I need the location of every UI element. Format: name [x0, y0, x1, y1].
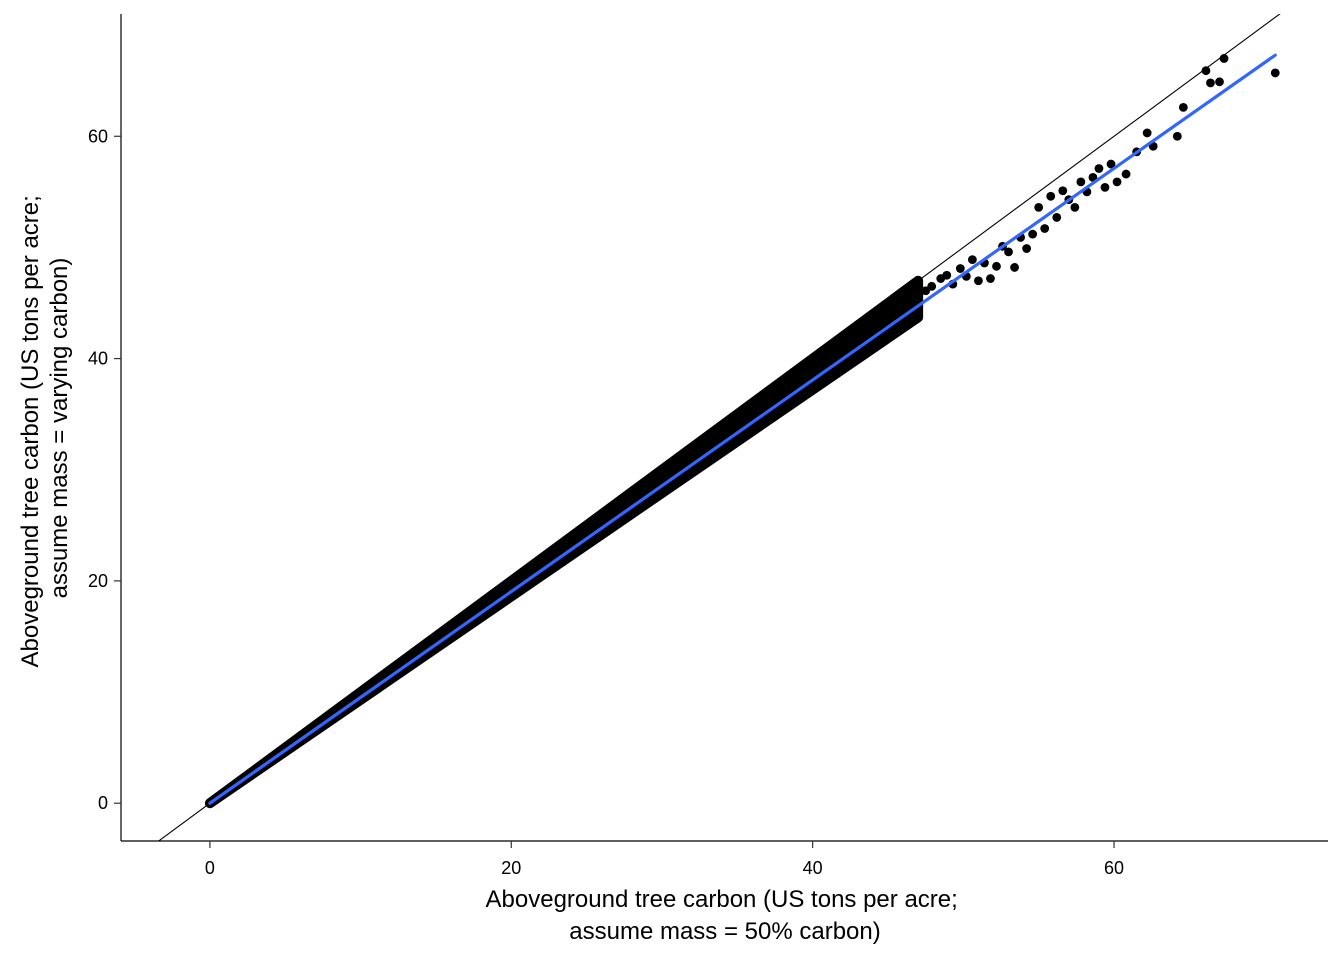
scatter-point [1046, 191, 1056, 201]
scatter-point [1142, 128, 1152, 138]
scatter-point [1178, 102, 1188, 112]
scatter-point [1112, 177, 1122, 187]
y-tick-label: 40 [88, 349, 108, 369]
x-tick-label: 20 [501, 858, 521, 878]
y-axis-title-line1: Aboveground tree carbon (US tons per acr… [17, 195, 44, 667]
scatter-point [1100, 183, 1110, 192]
y-tick-label: 0 [98, 793, 108, 813]
y-tick-label: 20 [88, 571, 108, 591]
y-tick-label: 60 [88, 126, 108, 146]
scatter-point [1206, 78, 1215, 88]
scatter-point [1022, 244, 1032, 253]
one-to-one-reference-line [157, 14, 1281, 841]
scatter-point [955, 264, 965, 273]
x-tick-label: 40 [803, 858, 823, 878]
scatter-point [1201, 66, 1211, 76]
scatter-point [1010, 263, 1019, 272]
scatter-point [1058, 186, 1068, 196]
linear-fit-line [208, 53, 1277, 805]
x-axis-title-line1: Aboveground tree carbon (US tons per acr… [486, 886, 958, 913]
y-axis-title-line2: assume mass = varying carbon) [46, 258, 73, 599]
scatter-point [1172, 131, 1182, 141]
scatter-point [1088, 172, 1098, 182]
scatter-point [901, 299, 911, 309]
x-tick-label: 0 [205, 858, 215, 878]
scatter-point [986, 274, 995, 283]
scatter-point [1094, 164, 1104, 173]
scatter-point [927, 281, 937, 291]
x-axis-title: Aboveground tree carbon (US tons per acr… [486, 886, 965, 945]
scatter-point [1215, 77, 1224, 87]
x-tick-label: 60 [1104, 858, 1124, 878]
scatter-point [1121, 169, 1131, 179]
scatter-point [974, 276, 983, 286]
scatter-point [883, 314, 893, 323]
scatter-point [1034, 203, 1044, 212]
scatter-point [910, 295, 920, 305]
y-axis-ticks: 0 20 40 60 [88, 126, 121, 813]
scatter-point [1106, 159, 1116, 169]
scatter-point [921, 286, 931, 296]
scatter-points [883, 54, 1280, 323]
scatter-point [1076, 177, 1086, 187]
y-axis-title: Aboveground tree carbon (US tons per acr… [17, 189, 73, 668]
scatter-point [1040, 224, 1050, 233]
scatter-point [1004, 247, 1013, 257]
scatter-point [967, 255, 977, 265]
plot-panel [157, 14, 1281, 841]
scatter-point [1028, 229, 1038, 239]
scatter-point [942, 270, 952, 280]
scatter-point [1052, 213, 1062, 222]
x-axis-title-line2: assume mass = 50% carbon) [569, 918, 880, 945]
axes: 0 20 40 60 0 20 40 60 [88, 14, 1328, 878]
scatter-point [1270, 68, 1280, 78]
scatter-point [891, 306, 900, 316]
scatter-point [1070, 203, 1080, 212]
x-axis-ticks: 0 20 40 60 [205, 841, 1124, 878]
scatter-point [992, 261, 1001, 271]
